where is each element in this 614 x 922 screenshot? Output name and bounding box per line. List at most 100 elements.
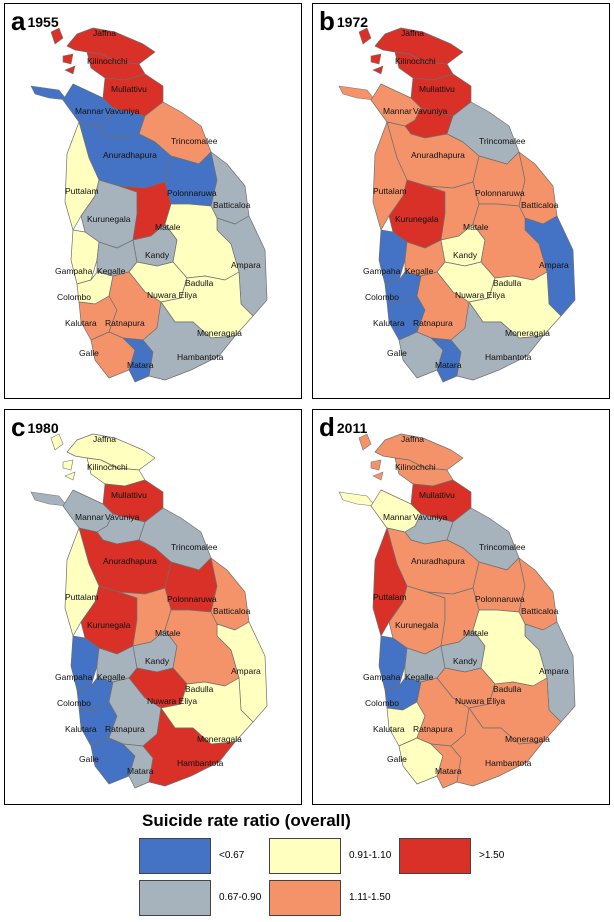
district-batticaloa [518,151,558,225]
island-shape [358,27,372,45]
island-shape [358,433,372,451]
district-label-vavuniya: Vavuniya [105,106,140,116]
district-jaffna [66,433,156,471]
district-label-polonnaruwa: Polonnaruwa [475,188,525,198]
district-label-nuwara-eliya: Nuwara Eliya [455,696,505,706]
district-label-galle: Galle [79,754,99,764]
district-jaffna [374,27,464,65]
district-label-hambantota: Hambantota [177,758,224,768]
map-svg: Jaffna Kilinochchi Mullattivu Mannar Vavuniy… [30,433,268,789]
district-label-matara: Matara [127,766,154,776]
district-label-kandy: Kandy [145,250,170,260]
district-label-puttalam: Puttalam [373,592,407,602]
district-label-kurunegala: Kurunegala [395,620,439,630]
island-shape [372,65,384,75]
district-hambantota [450,707,544,787]
island-shape [64,65,76,75]
district-label-badulla: Badulla [185,278,214,288]
district-label-nuwara-eliya: Nuwara Eliya [455,290,505,300]
panel-letter: d [319,412,335,442]
district-label-hambantota: Hambantota [177,352,224,362]
district-jaffna [374,433,464,471]
district-label-ratnapura: Ratnapura [413,318,453,328]
legend-title: Suicide rate ratio (overall) [142,811,351,830]
legend-swatch-red [399,838,471,874]
district-hambantota [142,301,236,381]
district-label-batticaloa: Batticaloa [213,606,251,616]
district-label-ampara: Ampara [539,666,569,676]
legend-label-blue: <0.67 [219,850,245,861]
district-label-ratnapura: Ratnapura [413,724,453,734]
island-shape [64,471,76,481]
island-shape [30,491,68,507]
island-shape [50,27,64,45]
district-label-jaffna: Jaffna [93,28,116,38]
district-label-ampara: Ampara [231,260,261,270]
panel-label: c 1980 [11,412,59,443]
district-label-hambantota: Hambantota [485,352,532,362]
district-label-kurunegala: Kurunegala [87,620,131,630]
panel-label: d 2011 [319,412,367,443]
district-label-puttalam: Puttalam [373,186,407,196]
map-panel-a: a 1955 Jaffna Kilinochchi Mullattivu Mannar Va… [4,3,302,399]
panel-letter: a [11,6,26,36]
district-label-polonnaruwa: Polonnaruwa [475,594,525,604]
district-label-matale: Matale [463,222,489,232]
district-label-nuwara-eliya: Nuwara Eliya [147,290,197,300]
district-label-moneragala: Moneragala [505,328,550,338]
district-label-galle: Galle [79,348,99,358]
island-shape [370,53,382,65]
district-label-matale: Matale [155,628,181,638]
district-gampaha [378,635,408,691]
district-label-trincomalee: Trincomalee [479,542,526,552]
panel-letter: b [319,6,335,36]
district-label-polonnaruwa: Polonnaruwa [167,594,217,604]
map-svg: Jaffna Kilinochchi Mullattivu Mannar Vavuniy… [338,27,576,383]
district-label-kurunegala: Kurunegala [87,214,131,224]
district-label-kandy: Kandy [453,250,478,260]
district-label-moneragala: Moneragala [197,328,242,338]
district-label-mullattivu: Mullattivu [419,84,455,94]
district-label-gampaha: Gampaha [363,266,401,276]
district-label-nuwara-eliya: Nuwara Eliya [147,696,197,706]
district-label-galle: Galle [387,754,407,764]
district-label-hambantota: Hambantota [485,758,532,768]
district-label-kandy: Kandy [453,656,478,666]
district-label-matale: Matale [463,628,489,638]
district-label-galle: Galle [387,348,407,358]
district-label-trincomalee: Trincomalee [479,136,526,146]
map-svg: Jaffna Kilinochchi Mullattivu Mannar Vavuniy… [30,27,268,383]
district-label-ampara: Ampara [539,260,569,270]
district-label-jaffna: Jaffna [93,434,116,444]
district-label-matara: Matara [127,360,154,370]
legend-label-orange: 1.11-1.50 [349,892,391,903]
district-label-matara: Matara [435,766,462,776]
island-shape [338,85,376,101]
district-label-colombo: Colombo [365,292,399,302]
district-label-jaffna: Jaffna [401,434,424,444]
district-label-trincomalee: Trincomalee [171,136,218,146]
island-shape [62,53,74,65]
district-label-kalutara: Kalutara [373,318,405,328]
district-label-jaffna: Jaffna [401,28,424,38]
district-label-mullattivu: Mullattivu [111,84,147,94]
district-label-anuradhapura: Anuradhapura [103,556,157,566]
district-label-vavuniya: Vavuniya [413,106,448,116]
panel-year: 1972 [336,14,369,30]
district-label-anuradhapura: Anuradhapura [411,556,465,566]
legend-swatch-orange [269,880,341,916]
district-label-colombo: Colombo [57,292,91,302]
legend-label-red: >1.50 [479,850,505,861]
district-label-kilinochchi: Kilinochchi [395,462,436,472]
district-label-batticaloa: Batticaloa [521,200,559,210]
district-label-kurunegala: Kurunegala [395,214,439,224]
district-batticaloa [518,557,558,631]
district-label-kegalle: Kegalle [97,266,126,276]
district-hambantota [450,301,544,381]
legend-label-yellow: 0.91-1.10 [349,850,392,861]
district-label-ampara: Ampara [231,666,261,676]
district-label-batticaloa: Batticaloa [213,200,251,210]
district-label-anuradhapura: Anuradhapura [411,150,465,160]
district-label-polonnaruwa: Polonnaruwa [167,188,217,198]
district-gampaha [70,635,100,691]
